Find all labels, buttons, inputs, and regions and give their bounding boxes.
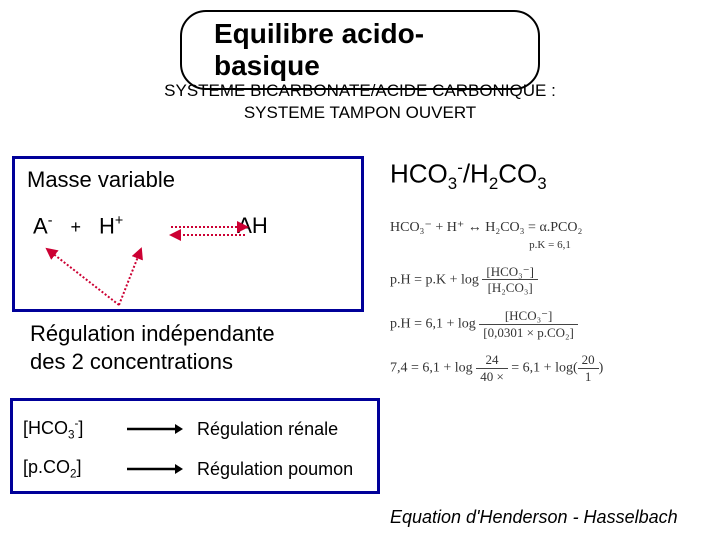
arrow-to-A-icon (29, 239, 169, 311)
equation-1: HCO₃⁻ + H⁺ ↔ H₂CO₃ = α.PCO₂ p.K = 6,1 (390, 220, 710, 252)
arrow-right-icon (125, 422, 185, 436)
box2-line1: Régulation indépendante (30, 321, 275, 346)
row-renal: [HCO3-] Régulation rénale (23, 409, 367, 449)
species-A: A- (33, 213, 52, 239)
box2-line2: des 2 concentrations (30, 349, 233, 374)
equation-2: p.H = p.K + log [HCO₃⁻][H₂CO₃] (390, 264, 710, 296)
formula-panel: HCO3-/H2CO3 HCO₃⁻ + H⁺ ↔ H₂CO₃ = α.PCO₂ … (390, 158, 710, 396)
arrow-to-H-icon (75, 239, 215, 311)
title-text: Equilibre acido-basique (214, 18, 424, 81)
box1-header: Masse variable (27, 167, 349, 193)
subtitle-line2: SYSTEME TAMPON OUVERT (244, 103, 476, 122)
arrow-right-icon (125, 462, 185, 476)
species-H: H+ (99, 213, 123, 239)
hco3-label: [HCO3-] (23, 417, 113, 442)
regulation-text: Régulation indépendante des 2 concentrat… (30, 320, 350, 375)
renal-label: Régulation rénale (197, 419, 338, 440)
species-AH: AH (237, 213, 268, 239)
equation-caption: Equation d'Henderson - Hasselbach (390, 507, 678, 528)
title-pill: Equilibre acido-basique (180, 10, 540, 90)
row-pulmonary: [p.CO2] Régulation poumon (23, 449, 367, 489)
dissociation-equation: A- + H+ AH (33, 213, 268, 239)
equation-4: 7,4 = 6,1 + log 2440 × = 6,1 + log(201) (390, 352, 710, 384)
plus-sign: + (70, 217, 81, 238)
pco2-label: [p.CO2] (23, 457, 113, 481)
pk-value: p.K = 6,1 (390, 239, 710, 252)
buffer-pair-label: HCO3-/H2CO3 (390, 158, 710, 194)
equation-3: p.H = 6,1 + log [HCO₃⁻][0,0301 × p.CO₂] (390, 308, 710, 340)
lung-label: Régulation poumon (197, 459, 353, 480)
subtitle-line1: SYSTEME BICARBONATE/ACIDE CARBONIQUE : (164, 81, 556, 100)
masse-variable-box: Masse variable A- + H+ AH (12, 156, 364, 312)
subtitle: SYSTEME BICARBONATE/ACIDE CARBONIQUE : S… (0, 80, 720, 124)
regulation-box: [HCO3-] Régulation rénale [p.CO2] Régula… (10, 398, 380, 494)
